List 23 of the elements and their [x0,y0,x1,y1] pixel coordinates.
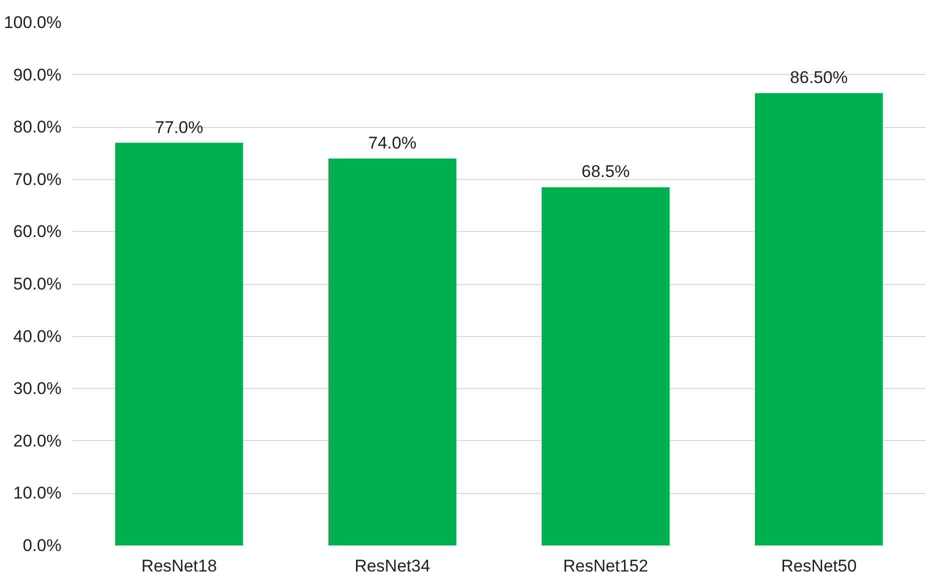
y-tick-label: 30.0% [13,379,62,398]
y-tick-label: 50.0% [13,274,62,294]
x-tick-label: ResNet152 [563,556,648,576]
bar [328,158,456,546]
bar [115,142,244,546]
y-tick-label: 40.0% [13,326,62,346]
data-label: 77.0% [155,118,204,137]
y-tick-label: 70.0% [13,170,62,189]
y-tick-label: 0.0% [22,536,62,555]
x-tick-label: ResNet18 [141,556,217,576]
data-label: 86.50% [790,68,848,88]
data-label: 74.0% [368,133,416,152]
data-label: 68.5% [582,162,630,182]
y-tick-label: 60.0% [13,222,62,242]
x-tick-label: ResNet34 [354,556,430,576]
y-tick-label: 80.0% [13,118,62,137]
x-tick-label: ResNet50 [781,556,857,576]
y-tick-label: 100.0% [4,13,62,32]
y-tick-label: 90.0% [13,65,62,84]
bar [754,93,883,546]
y-tick-label: 20.0% [13,431,62,450]
y-tick-label: 10.0% [13,484,62,503]
bar [542,187,670,546]
